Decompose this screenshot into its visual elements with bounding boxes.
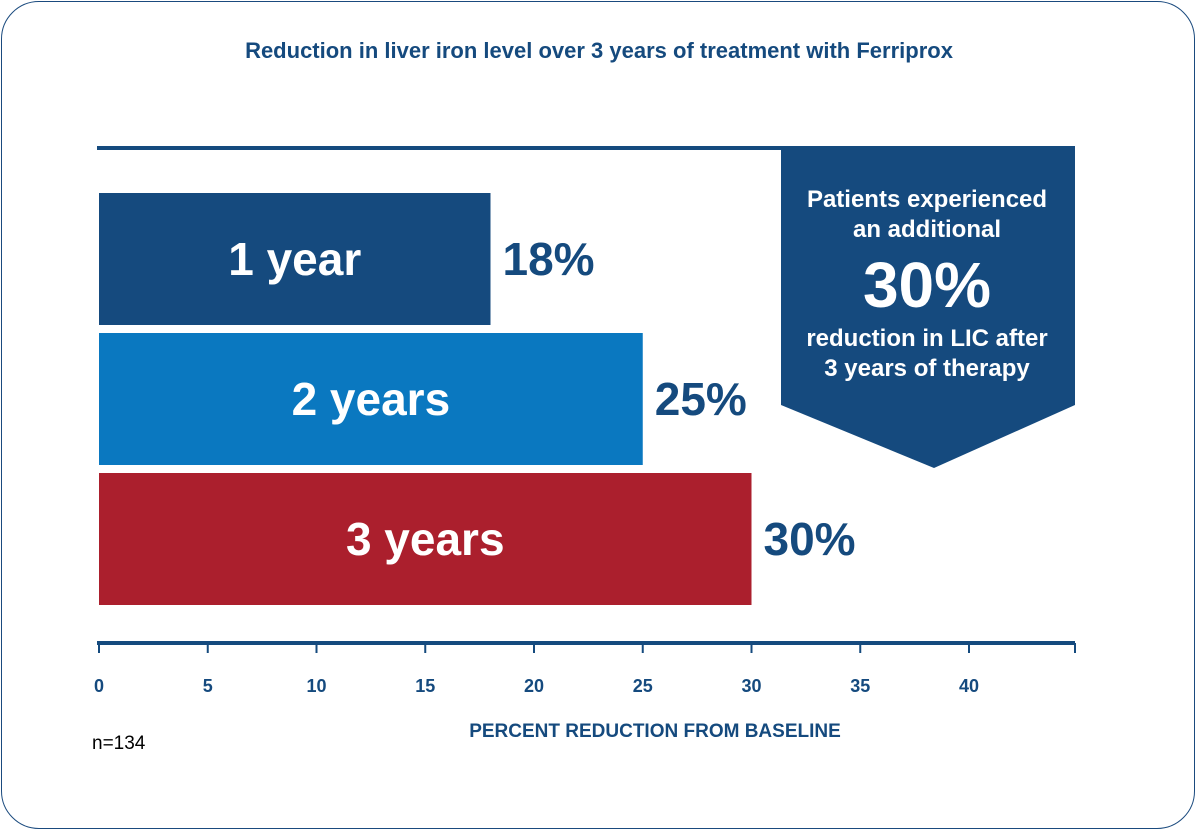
bar bbox=[99, 193, 491, 325]
callout-highlight: 30% bbox=[863, 249, 991, 321]
bar-value-label: 25% bbox=[655, 373, 747, 425]
x-axis-title: PERCENT REDUCTION FROM BASELINE bbox=[469, 721, 841, 742]
x-tick-label: 30 bbox=[741, 676, 761, 696]
sample-size-note: n=134 bbox=[92, 733, 146, 754]
bar-category-label: 3 years bbox=[346, 513, 505, 565]
x-tick-label: 40 bbox=[959, 676, 979, 696]
callout-line: an additional bbox=[853, 216, 1001, 243]
bar-category-label: 2 years bbox=[292, 373, 451, 425]
x-tick-label: 0 bbox=[94, 676, 104, 696]
x-tick-label: 35 bbox=[850, 676, 870, 696]
callout-arrow bbox=[781, 148, 1075, 468]
bar-category-label: 1 year bbox=[228, 233, 361, 285]
callout-line: Patients experienced bbox=[807, 186, 1047, 213]
bar bbox=[99, 333, 643, 465]
x-tick-label: 10 bbox=[306, 676, 326, 696]
x-tick-label: 20 bbox=[524, 676, 544, 696]
callout-line: reduction in LIC after bbox=[806, 325, 1047, 352]
bar-value-label: 18% bbox=[503, 233, 595, 285]
bar-value-label: 30% bbox=[764, 513, 856, 565]
bar bbox=[99, 473, 752, 605]
x-tick-label: 5 bbox=[203, 676, 213, 696]
chart-title: Reduction in liver iron level over 3 yea… bbox=[245, 38, 953, 63]
x-tick-label: 25 bbox=[633, 676, 653, 696]
x-tick-label: 15 bbox=[415, 676, 435, 696]
callout-line: 3 years of therapy bbox=[824, 355, 1030, 382]
